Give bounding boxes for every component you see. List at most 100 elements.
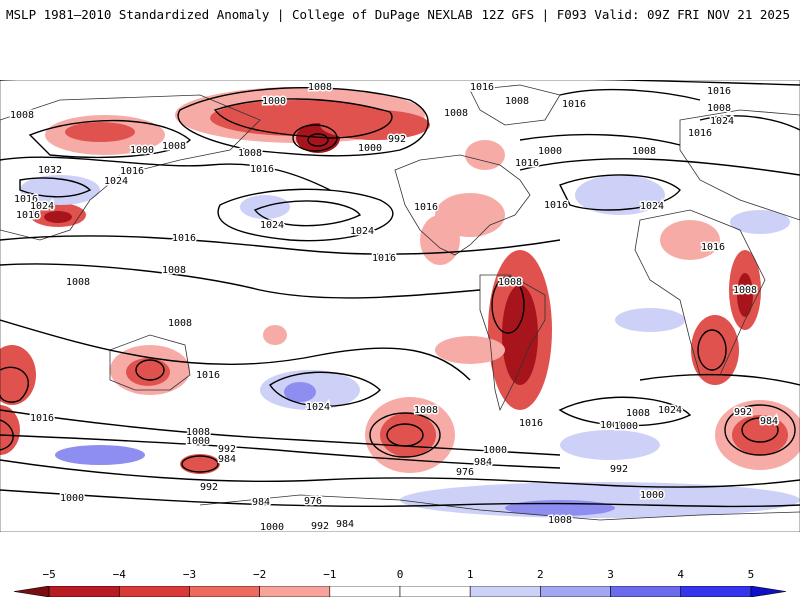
colorbar-segment: [118, 586, 190, 597]
isobar-label: 1016: [16, 210, 40, 221]
isobar-label: 1008: [162, 265, 186, 276]
isobar-label: 1024: [306, 402, 330, 413]
isobar-label: 976: [456, 467, 474, 478]
isobar-south-pacific-1024: [269, 371, 381, 407]
isobar-label: 1024: [104, 176, 128, 187]
isobar-label: 1016: [120, 166, 144, 177]
isobar-label: 1008: [498, 277, 522, 288]
isobar-label: 1016: [707, 86, 731, 97]
isobar-label: 1032: [38, 165, 62, 176]
isobar-label: 984: [252, 497, 270, 508]
isobar-atlantic-1008: [519, 133, 681, 146]
isobar-west-low-2: [0, 419, 14, 451]
isobar-label: 1000: [262, 96, 286, 107]
colorbar-segment: [14, 586, 50, 597]
isobar-label: 1024: [30, 201, 54, 212]
isobar-label: 1024: [658, 405, 682, 416]
colorbar-bar: [14, 586, 786, 597]
map-title: MSLP 1981–2010 Standardized Anomaly | Co…: [6, 7, 473, 22]
australia-outline: [109, 334, 191, 391]
isobar-label: 1008: [632, 146, 656, 157]
model-run-info: 12Z GFS | F093 Valid: 09Z FRI NOV 21 202…: [481, 7, 790, 22]
isobar-label: 992: [200, 482, 218, 493]
isobar-pacific-high-1016: [217, 188, 394, 242]
isobar-low-si-984: [741, 417, 779, 443]
anomaly-central-america: [420, 215, 460, 265]
colorbar-tick-label: 3: [607, 568, 614, 581]
isobar-label: 1008: [626, 408, 650, 419]
isobar-label: 1000: [186, 436, 210, 447]
isobar-label: 1000: [640, 490, 664, 501]
isobar-label: 1016: [701, 242, 725, 253]
antarctica-outline: [199, 494, 800, 521]
anomaly-southern-indian-core: [732, 415, 788, 455]
isobar-label: 992: [610, 464, 628, 475]
anomaly-indian-ocean-south: [0, 405, 20, 455]
isobar-label: 1008: [444, 108, 468, 119]
isobar-label: 1016: [515, 158, 539, 169]
anomaly-south-atlantic: [435, 336, 505, 364]
negative-anomaly-shading: [0, 87, 800, 474]
anomaly-south-pacific-core: [380, 413, 436, 457]
colorbar-tick-label: −4: [112, 568, 126, 581]
isobar-label: 1008: [238, 148, 262, 159]
isobar-label: 1016: [544, 200, 568, 211]
isobar-aleutian-992: [292, 124, 338, 152]
isobar-southern-992: [0, 459, 800, 488]
anomaly-sahara: [660, 220, 720, 260]
anomaly-alaska: [320, 110, 430, 140]
isobar-label: 1024: [350, 226, 374, 237]
isobar-label: 992: [311, 521, 329, 532]
colorbar-tick-label: 1: [466, 568, 474, 581]
colorbar-segment: [48, 586, 120, 597]
anomaly-canada: [465, 140, 505, 170]
colorbar-segment: [680, 586, 752, 597]
isobar-label: 1000: [358, 143, 382, 154]
isobar-label: 1024: [710, 116, 734, 127]
colorbar-tick-label: −5: [42, 568, 56, 581]
colorbar-segment: [329, 586, 401, 597]
isobar-label: 1008: [414, 405, 438, 416]
anomaly-south-pacific-high-core: [284, 382, 316, 402]
isobar-label: 1000: [538, 146, 562, 157]
isobar-south-indian-1016: [639, 373, 800, 386]
colorbar-segment: [189, 586, 260, 597]
isobar-north-pacific-1008: [177, 86, 429, 157]
isobar-south-atlantic-1024: [558, 396, 692, 427]
map-panel: 1016 1008 1000 1008 1000 992 1008 1016 1…: [0, 80, 800, 532]
europe-asia-outline: [679, 109, 800, 221]
colorbar-segment: [399, 586, 471, 597]
isobar-siberia-1008: [28, 119, 192, 159]
isobar-asia-1016: [0, 156, 331, 191]
north-america-outline: [394, 154, 531, 256]
anomaly-tasman: [180, 454, 220, 474]
isobar-label: 984: [336, 519, 354, 530]
isobar-australia-1008: [135, 359, 165, 381]
isobar-label: 1024: [640, 201, 664, 212]
south-america-outline: [479, 274, 546, 412]
anomaly-east-africa-core: [737, 273, 753, 317]
isobar-label: 984: [474, 457, 492, 468]
header: MSLP 1981–2010 Standardized Anomaly | Co…: [0, 0, 800, 30]
isobar-pacific-high-1024: [253, 200, 362, 227]
anomaly-south-atlantic-high: [560, 430, 660, 460]
anomaly-arabia: [730, 210, 790, 234]
isobar-low-si-992: [724, 404, 796, 456]
anomaly-southern-africa: [691, 315, 739, 385]
isobar-label: 1008: [186, 427, 210, 438]
isobar-label: 976: [304, 496, 322, 507]
isobar-label: 984: [760, 416, 778, 427]
anomaly-southern-ocean-belt: [400, 482, 800, 518]
isobar-label: 992: [218, 444, 236, 455]
isobar-southern-africa-1008: [697, 329, 727, 371]
anomaly-siberia-core: [65, 122, 135, 142]
coastlines: [0, 84, 800, 521]
isobar-tasman-low: [181, 455, 219, 473]
isobar-europe-1016: [699, 115, 800, 131]
isobar-label: 1000: [60, 493, 84, 504]
isobars: [0, 80, 800, 508]
isobar-label: 1000: [483, 445, 507, 456]
anomaly-gulf-of-guinea: [615, 308, 685, 332]
colorbar-segment: [750, 586, 786, 597]
anomaly-central-pacific: [263, 325, 287, 345]
